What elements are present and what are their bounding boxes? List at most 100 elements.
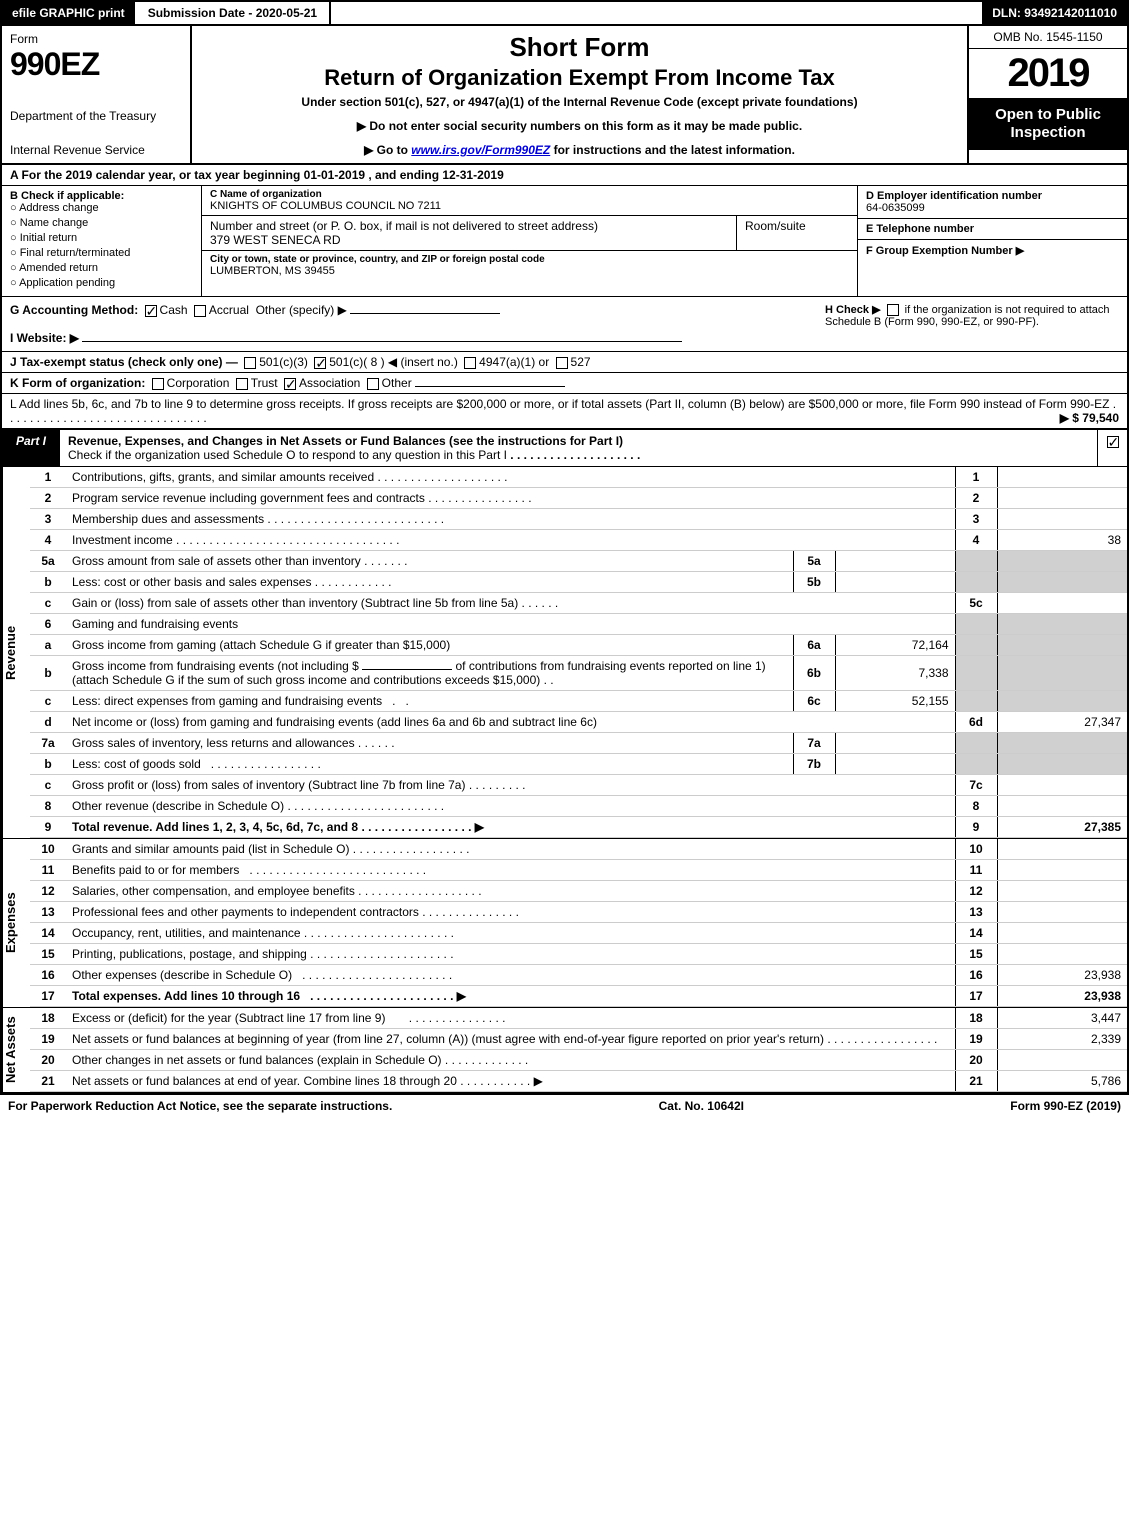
chk-assoc[interactable]	[284, 378, 296, 390]
revenue-table: 1Contributions, gifts, grants, and simil…	[30, 467, 1127, 838]
l17-num: 17	[30, 986, 66, 1007]
chk-final-return[interactable]: Final return/terminated	[10, 247, 193, 259]
chk-schedule-o[interactable]	[1107, 436, 1119, 448]
line-2: 2 Program service revenue including gover…	[30, 488, 1127, 509]
header-title-block: Short Form Return of Organization Exempt…	[192, 26, 967, 163]
j-label: J Tax-exempt status (check only one) —	[10, 355, 238, 369]
l7c-val	[997, 775, 1127, 796]
l8-desc: Other revenue (describe in Schedule O)	[72, 799, 284, 813]
l16-num: 16	[30, 965, 66, 986]
chk-accrual[interactable]	[194, 305, 206, 317]
l6a-desc: Gross income from gaming (attach Schedul…	[66, 635, 793, 656]
l6d-outnum: 6d	[955, 712, 997, 733]
l5a-num: 5a	[30, 551, 66, 572]
g-h-row: G Accounting Method: Cash Accrual Other …	[2, 297, 1127, 352]
line-1: 1Contributions, gifts, grants, and simil…	[30, 467, 1127, 488]
l13-outnum: 13	[955, 902, 997, 923]
chk-corp[interactable]	[152, 378, 164, 390]
l13-val	[997, 902, 1127, 923]
l6b-sh	[955, 656, 997, 691]
l7c-outnum: 7c	[955, 775, 997, 796]
chk-trust[interactable]	[236, 378, 248, 390]
l10-desc: Grants and similar amounts paid (list in…	[72, 842, 349, 856]
line-20: 20Other changes in net assets or fund ba…	[30, 1050, 1127, 1071]
l2-num: 2	[30, 488, 66, 509]
netassets-table: 18Excess or (deficit) for the year (Subt…	[30, 1008, 1127, 1092]
footer-right: Form 990-EZ (2019)	[1010, 1099, 1121, 1113]
website-input[interactable]	[82, 341, 682, 342]
part1-title: Revenue, Expenses, and Changes in Net As…	[60, 430, 1097, 466]
chk-527[interactable]	[556, 357, 568, 369]
chk-amended-return[interactable]: Amended return	[10, 262, 193, 274]
line-7b: bLess: cost of goods sold . . . . . . . …	[30, 754, 1127, 775]
l19-outnum: 19	[955, 1029, 997, 1050]
chk-501c3[interactable]	[244, 357, 256, 369]
l7a-sh	[955, 733, 997, 754]
l10-outnum: 10	[955, 839, 997, 860]
title-short-form: Short Form	[200, 32, 959, 63]
chk-501c[interactable]	[314, 357, 326, 369]
header-left: Form 990EZ Department of the Treasury In…	[2, 26, 192, 163]
chk-name-change[interactable]: Name change	[10, 217, 193, 229]
form-word: Form	[10, 32, 182, 46]
goto-post: for instructions and the latest informat…	[550, 143, 795, 157]
irs-link[interactable]: www.irs.gov/Form990EZ	[411, 143, 550, 157]
street-label: Number and street (or P. O. box, if mail…	[210, 219, 728, 233]
l12-val	[997, 881, 1127, 902]
check-b-heading: B Check if applicable:	[10, 190, 193, 202]
chk-schedule-b[interactable]	[887, 304, 899, 316]
g-other-input[interactable]	[350, 313, 500, 314]
submission-date-label: Submission Date - 2020-05-21	[136, 2, 331, 24]
l9-val: 27,385	[997, 817, 1127, 838]
j-opt2: 501(c)( 8 ) ◀ (insert no.)	[329, 355, 458, 369]
l6b-amount-input[interactable]	[362, 669, 452, 670]
efile-print-button[interactable]: efile GRAPHIC print	[2, 2, 136, 24]
k-other-input[interactable]	[415, 386, 565, 387]
ein-cell: D Employer identification number 64-0635…	[858, 186, 1127, 219]
chk-cash[interactable]	[145, 305, 157, 317]
line-12: 12Salaries, other compensation, and empl…	[30, 881, 1127, 902]
l7a-shv	[997, 733, 1127, 754]
l21-num: 21	[30, 1071, 66, 1092]
dln-label: DLN: 93492142011010	[982, 2, 1127, 24]
chk-application-pending[interactable]: Application pending	[10, 277, 193, 289]
i-label: I Website: ▶	[10, 331, 79, 345]
line-18: 18Excess or (deficit) for the year (Subt…	[30, 1008, 1127, 1029]
l6a-in: 6a	[793, 635, 835, 656]
j-row: J Tax-exempt status (check only one) — 5…	[2, 352, 1127, 373]
l11-val	[997, 860, 1127, 881]
l11-desc: Benefits paid to or for members	[72, 863, 239, 877]
l7b-shv	[997, 754, 1127, 775]
line-6: 6Gaming and fundraising events	[30, 614, 1127, 635]
city-cell: City or town, state or province, country…	[202, 251, 857, 280]
irs-label: Internal Revenue Service	[10, 143, 182, 157]
d-label: D Employer identification number	[866, 190, 1119, 202]
chk-address-change[interactable]: Address change	[10, 202, 193, 214]
l18-desc: Excess or (deficit) for the year (Subtra…	[72, 1011, 385, 1025]
tax-period-row: A For the 2019 calendar year, or tax yea…	[2, 165, 1127, 186]
line-3: 3Membership dues and assessments . . . .…	[30, 509, 1127, 530]
l21-val: 5,786	[997, 1071, 1127, 1092]
l15-num: 15	[30, 944, 66, 965]
l11-outnum: 11	[955, 860, 997, 881]
revenue-side-label: Revenue	[2, 467, 30, 838]
l5a-desc: Gross amount from sale of assets other t…	[72, 554, 361, 568]
part1-checkbox[interactable]	[1097, 430, 1127, 466]
l9-num: 9	[30, 817, 66, 838]
l12-num: 12	[30, 881, 66, 902]
line-6d: dNet income or (loss) from gaming and fu…	[30, 712, 1127, 733]
l-text: L Add lines 5b, 6c, and 7b to line 9 to …	[10, 397, 1109, 411]
chk-initial-return[interactable]: Initial return	[10, 232, 193, 244]
l15-val	[997, 944, 1127, 965]
l7b-desc: Less: cost of goods sold	[72, 757, 201, 771]
l2-desc: Program service revenue including govern…	[72, 491, 425, 505]
line-5a: 5a Gross amount from sale of assets other…	[30, 551, 1127, 572]
chk-other[interactable]	[367, 378, 379, 390]
l6a-shv	[997, 635, 1127, 656]
form-header: Form 990EZ Department of the Treasury In…	[2, 26, 1127, 165]
l11-num: 11	[30, 860, 66, 881]
l7c-desc: Gross profit or (loss) from sales of inv…	[72, 778, 465, 792]
l6-desc: Gaming and fundraising events	[66, 614, 955, 635]
line-4: 4Investment income . . . . . . . . . . .…	[30, 530, 1127, 551]
chk-4947[interactable]	[464, 357, 476, 369]
